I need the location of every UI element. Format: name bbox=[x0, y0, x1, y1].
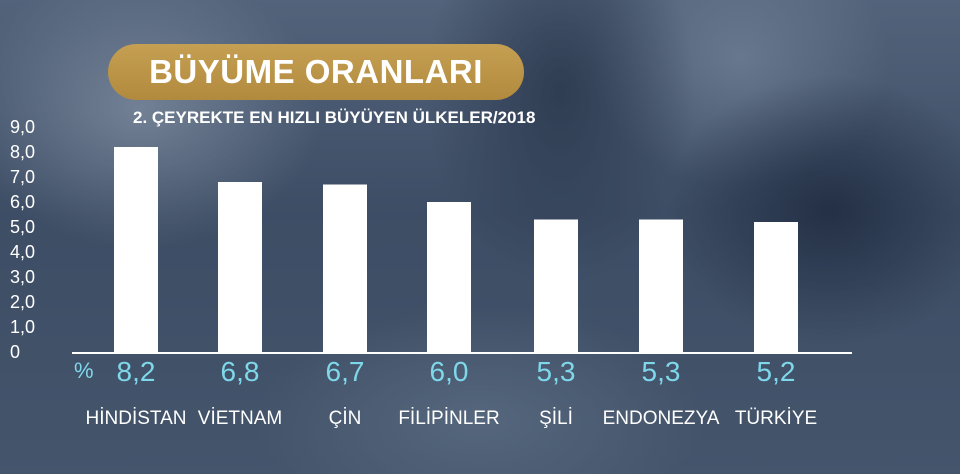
y-axis-ticks: 0 1,0 2,0 3,0 4,0 5,0 6,0 7,0 8,0 9,0 bbox=[10, 117, 35, 362]
value-label: 5,3 bbox=[537, 356, 576, 387]
category-label: FİLİPİNLER bbox=[398, 408, 499, 429]
title-banner: BÜYÜME ORANLARI bbox=[108, 44, 524, 100]
value-label: 6,0 bbox=[430, 356, 469, 387]
bar bbox=[427, 202, 471, 352]
y-tick-label: 5,0 bbox=[10, 217, 35, 237]
bar bbox=[754, 222, 798, 352]
value-label: 8,2 bbox=[117, 356, 156, 387]
y-tick-label: 9,0 bbox=[10, 117, 35, 137]
chart-title: BÜYÜME ORANLARI bbox=[149, 53, 483, 90]
category-label: TÜRKİYE bbox=[735, 408, 817, 429]
y-tick-label: 7,0 bbox=[10, 167, 35, 187]
y-tick-label: 3,0 bbox=[10, 267, 35, 287]
bar bbox=[114, 147, 158, 352]
y-tick-label: 0 bbox=[10, 342, 20, 362]
chart-subtitle: 2. ÇEYREKTE EN HIZLI BÜYÜYEN ÜLKELER/201… bbox=[133, 108, 536, 127]
y-tick-label: 6,0 bbox=[10, 192, 35, 212]
category-label: ÇİN bbox=[329, 408, 362, 429]
value-label: 6,7 bbox=[326, 356, 365, 387]
value-label: 5,2 bbox=[757, 356, 796, 387]
y-tick-label: 1,0 bbox=[10, 317, 35, 337]
y-tick-label: 8,0 bbox=[10, 142, 35, 162]
category-label: ENDONEZYA bbox=[603, 408, 720, 429]
category-labels-group: HİNDİSTAN VİETNAM ÇİN FİLİPİNLER ŞİLİ ENDONEZ… bbox=[86, 408, 818, 429]
bar bbox=[639, 219, 683, 352]
value-label: 5,3 bbox=[642, 356, 681, 387]
unit-label: % bbox=[74, 358, 94, 383]
bar bbox=[323, 184, 367, 352]
y-tick-label: 4,0 bbox=[10, 242, 35, 262]
value-label: 6,8 bbox=[221, 356, 260, 387]
bar bbox=[218, 182, 262, 352]
bars-group bbox=[114, 147, 798, 352]
y-tick-label: 2,0 bbox=[10, 292, 35, 312]
category-label: ŞİLİ bbox=[539, 408, 573, 429]
value-labels-group: 8,2 6,8 6,7 6,0 5,3 5,3 5,2 bbox=[117, 356, 796, 387]
bar bbox=[534, 219, 578, 352]
category-label: VİETNAM bbox=[198, 408, 282, 429]
category-label: HİNDİSTAN bbox=[86, 408, 187, 429]
